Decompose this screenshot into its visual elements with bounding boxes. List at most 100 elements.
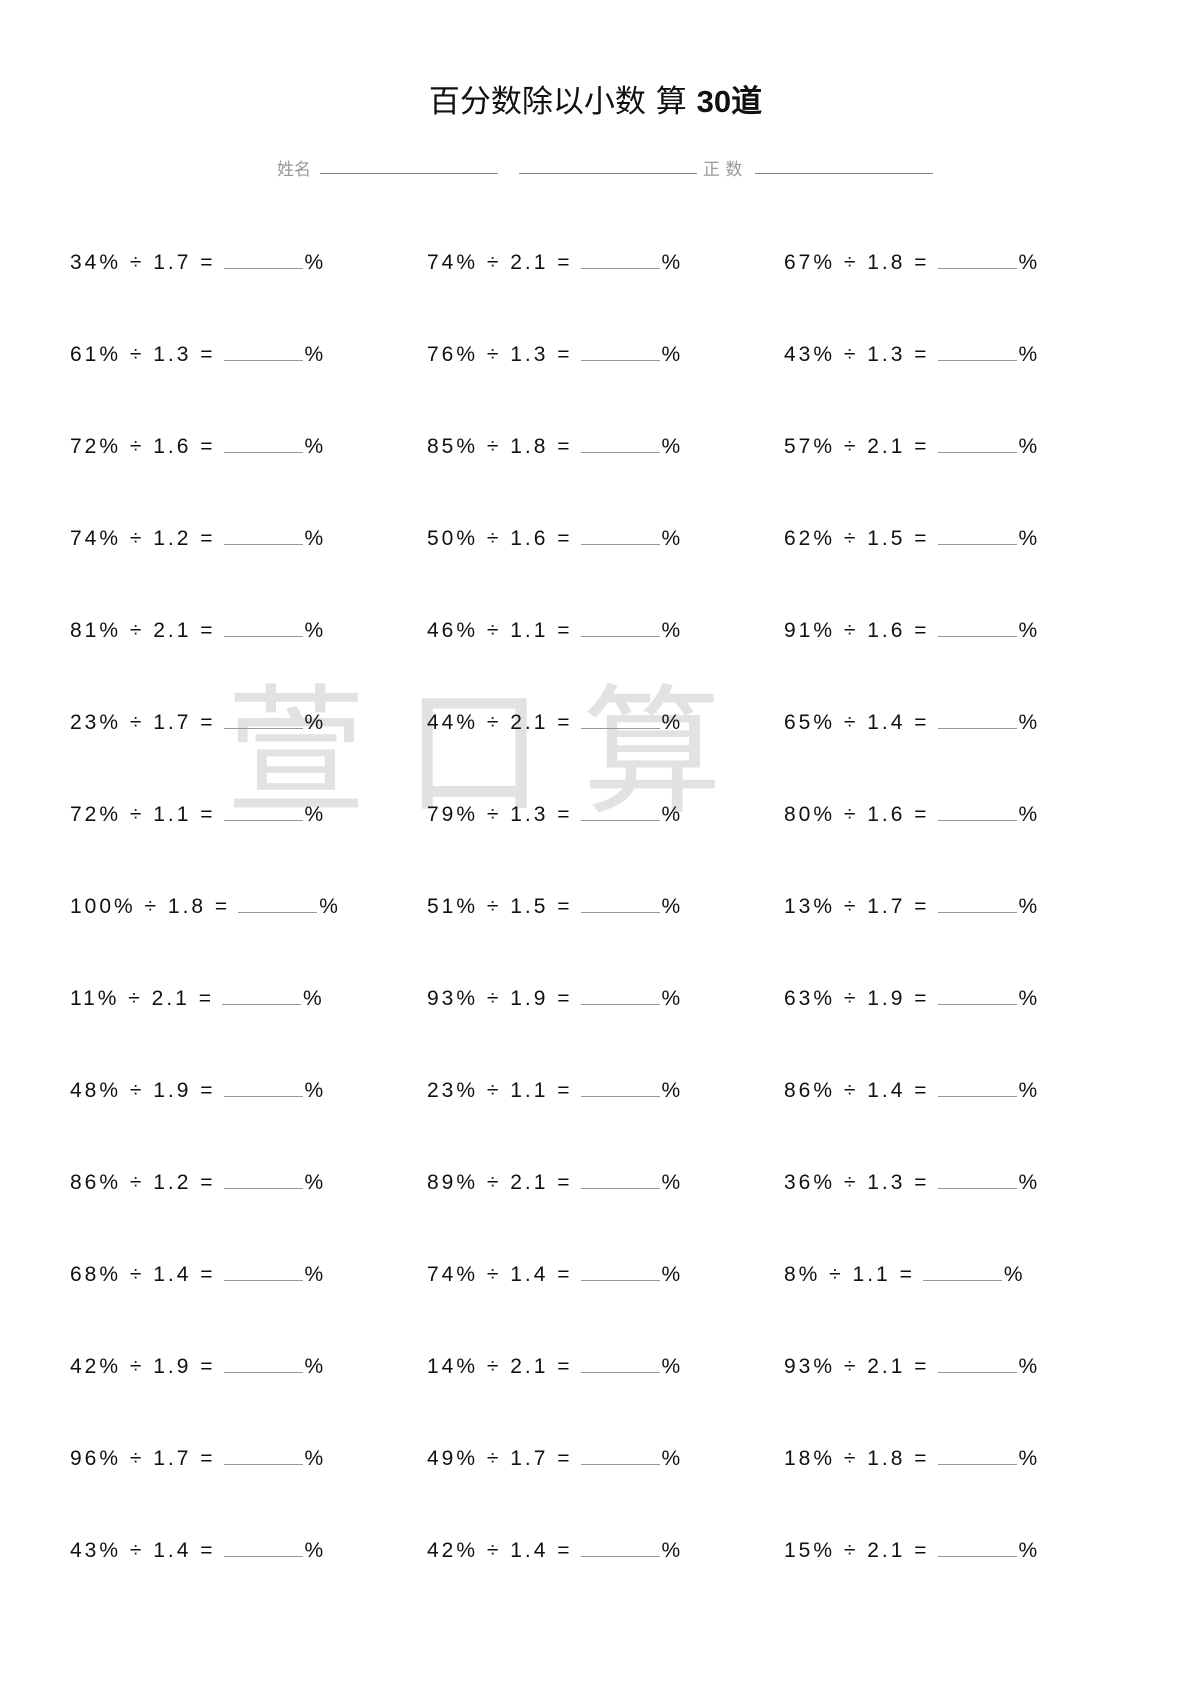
- answer-blank[interactable]: [937, 342, 1017, 361]
- answer-blank[interactable]: [580, 1262, 660, 1281]
- answer-blank[interactable]: [580, 618, 660, 637]
- problem: 18% ÷ 1.8 =%: [784, 1446, 1040, 1471]
- answer-blank[interactable]: [223, 1262, 303, 1281]
- percent-unit: %: [661, 251, 684, 274]
- problem-expression: 61% ÷ 1.3 =: [70, 343, 216, 366]
- answer-blank[interactable]: [937, 1354, 1017, 1373]
- problem: 44% ÷ 2.1 =%: [427, 710, 683, 735]
- answer-blank[interactable]: [937, 1170, 1017, 1189]
- answer-blank[interactable]: [223, 1538, 303, 1557]
- problem: 80% ÷ 1.6 =%: [784, 802, 1040, 827]
- answer-blank[interactable]: [223, 1170, 303, 1189]
- problem: 85% ÷ 1.8 =%: [427, 434, 683, 459]
- answer-blank[interactable]: [223, 1078, 303, 1097]
- answer-blank[interactable]: [580, 894, 660, 913]
- answer-blank[interactable]: [580, 526, 660, 545]
- answer-blank[interactable]: [580, 710, 660, 729]
- percent-unit: %: [304, 435, 327, 458]
- answer-blank[interactable]: [223, 434, 303, 453]
- answer-blank[interactable]: [937, 526, 1017, 545]
- problem: 57% ÷ 2.1 =%: [784, 434, 1040, 459]
- answer-blank[interactable]: [937, 618, 1017, 637]
- problem: 72% ÷ 1.6 =%: [70, 434, 326, 459]
- blank-field[interactable]: [519, 173, 697, 174]
- percent-unit: %: [304, 343, 327, 366]
- answer-blank[interactable]: [223, 802, 303, 821]
- score-label: 正 数: [703, 160, 743, 180]
- problem: 67% ÷ 1.8 =%: [784, 250, 1040, 275]
- problem-expression: 85% ÷ 1.8 =: [427, 435, 573, 458]
- percent-unit: %: [319, 895, 341, 918]
- problem-expression: 72% ÷ 1.1 =: [70, 803, 216, 826]
- percent-unit: %: [661, 343, 684, 366]
- problem-expression: 46% ÷ 1.1 =: [427, 619, 573, 642]
- answer-blank[interactable]: [580, 1446, 660, 1465]
- problem: 15% ÷ 2.1 =%: [784, 1538, 1040, 1563]
- answer-blank[interactable]: [937, 434, 1017, 453]
- problem-expression: 44% ÷ 2.1 =: [427, 711, 573, 734]
- problem: 13% ÷ 1.7 =%: [784, 894, 1040, 919]
- title-count: 30道: [696, 84, 763, 119]
- problem: 43% ÷ 1.4 =%: [70, 1538, 326, 1563]
- problem-expression: 42% ÷ 1.4 =: [427, 1539, 573, 1562]
- answer-blank[interactable]: [223, 710, 303, 729]
- name-label: 姓名: [277, 160, 311, 180]
- percent-unit: %: [1003, 1263, 1026, 1286]
- percent-unit: %: [661, 1263, 684, 1286]
- problem-expression: 81% ÷ 2.1 =: [70, 619, 216, 642]
- problem: 96% ÷ 1.7 =%: [70, 1446, 326, 1471]
- problem: 68% ÷ 1.4 =%: [70, 1262, 326, 1287]
- answer-blank[interactable]: [580, 250, 660, 269]
- answer-blank[interactable]: [223, 618, 303, 637]
- percent-unit: %: [661, 987, 684, 1010]
- score-field[interactable]: [755, 173, 933, 174]
- answer-blank[interactable]: [937, 1078, 1017, 1097]
- answer-blank[interactable]: [937, 710, 1017, 729]
- answer-blank[interactable]: [580, 1354, 660, 1373]
- answer-blank[interactable]: [937, 894, 1017, 913]
- answer-blank[interactable]: [937, 1538, 1017, 1557]
- problem-expression: 23% ÷ 1.7 =: [70, 711, 216, 734]
- percent-unit: %: [304, 1263, 327, 1286]
- percent-unit: %: [661, 895, 684, 918]
- answer-blank[interactable]: [580, 1170, 660, 1189]
- problem: 42% ÷ 1.9 =%: [70, 1354, 326, 1379]
- problem: 62% ÷ 1.5 =%: [784, 526, 1040, 551]
- problem: 74% ÷ 1.2 =%: [70, 526, 326, 551]
- problem-expression: 65% ÷ 1.4 =: [784, 711, 930, 734]
- percent-unit: %: [1018, 1171, 1041, 1194]
- answer-blank[interactable]: [922, 1262, 1002, 1281]
- problem-expression: 74% ÷ 1.4 =: [427, 1263, 573, 1286]
- percent-unit: %: [1018, 619, 1041, 642]
- answer-blank[interactable]: [223, 526, 303, 545]
- answer-blank[interactable]: [580, 1538, 660, 1557]
- answer-blank[interactable]: [223, 1446, 303, 1465]
- answer-blank[interactable]: [238, 894, 318, 913]
- problem: 93% ÷ 1.9 =%: [427, 986, 683, 1011]
- percent-unit: %: [661, 527, 684, 550]
- answer-blank[interactable]: [937, 250, 1017, 269]
- answer-blank[interactable]: [223, 1354, 303, 1373]
- answer-blank[interactable]: [937, 1446, 1017, 1465]
- answer-blank[interactable]: [937, 802, 1017, 821]
- answer-blank[interactable]: [223, 342, 303, 361]
- problem: 100% ÷ 1.8 =%: [70, 894, 341, 919]
- problem: 61% ÷ 1.3 =%: [70, 342, 326, 367]
- answer-blank[interactable]: [580, 1078, 660, 1097]
- problem-expression: 49% ÷ 1.7 =: [427, 1447, 573, 1470]
- answer-blank[interactable]: [580, 802, 660, 821]
- problem-expression: 86% ÷ 1.4 =: [784, 1079, 930, 1102]
- problem: 74% ÷ 2.1 =%: [427, 250, 683, 275]
- answer-blank[interactable]: [580, 342, 660, 361]
- percent-unit: %: [304, 711, 327, 734]
- answer-blank[interactable]: [580, 434, 660, 453]
- problem: 23% ÷ 1.1 =%: [427, 1078, 683, 1103]
- problem-expression: 62% ÷ 1.5 =: [784, 527, 930, 550]
- answer-blank[interactable]: [937, 986, 1017, 1005]
- percent-unit: %: [1018, 803, 1041, 826]
- name-field[interactable]: [320, 173, 498, 174]
- answer-blank[interactable]: [223, 250, 303, 269]
- answer-blank[interactable]: [221, 986, 301, 1005]
- problem-expression: 57% ÷ 2.1 =: [784, 435, 930, 458]
- answer-blank[interactable]: [580, 986, 660, 1005]
